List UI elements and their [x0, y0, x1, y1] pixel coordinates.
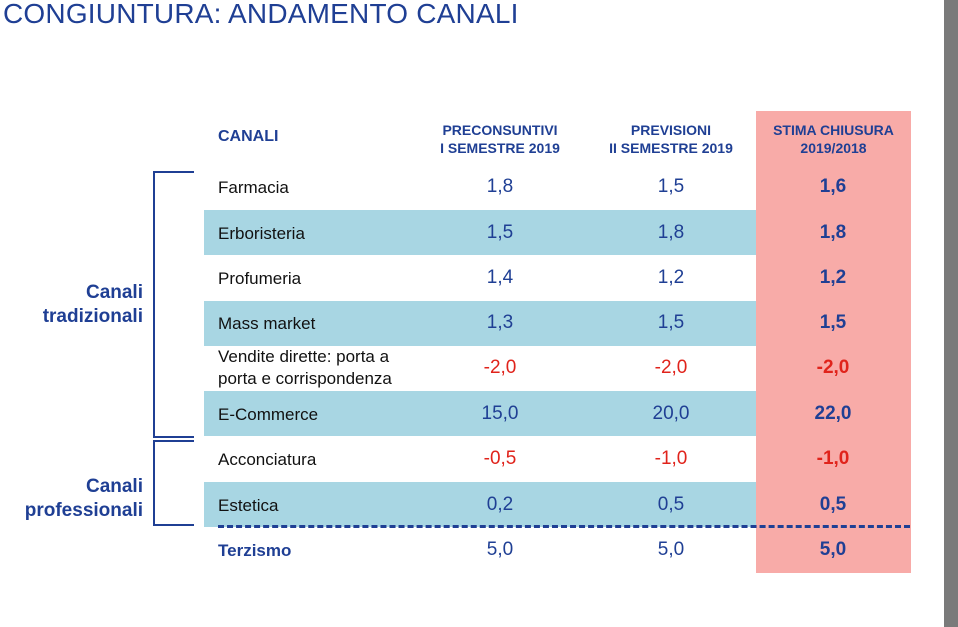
value-stima: 1,8	[819, 222, 847, 243]
row-label: Estetica	[218, 496, 279, 515]
value-stima: 1,2	[819, 267, 847, 288]
group-label-tradizionali: Canali tradizionali	[42, 282, 143, 327]
window-edge-bar	[944, 0, 958, 627]
value-previsioni: -1,0	[654, 448, 688, 469]
row-label: Mass market	[218, 314, 316, 333]
row-label: Profumeria	[218, 269, 302, 288]
row-label: E-Commerce	[218, 405, 319, 424]
header-preconsuntivi: PRECONSUNTIVI I SEMESTRE 2019	[440, 122, 560, 156]
value-previsioni: 20,0	[652, 403, 690, 424]
header-previsioni: PREVISIONI II SEMESTRE 2019	[609, 122, 733, 156]
row-band	[204, 482, 756, 527]
row-band	[204, 301, 756, 346]
value-preconsuntivi: 1,5	[486, 222, 514, 243]
group-label-professionali: Canali professionali	[24, 476, 143, 521]
value-preconsuntivi: 1,4	[486, 267, 514, 288]
value-preconsuntivi: 0,2	[486, 494, 514, 515]
header-stima: STIMA CHIUSURA 2019/2018	[773, 122, 894, 156]
value-preconsuntivi: -0,5	[483, 448, 517, 469]
value-stima: 0,5	[819, 494, 847, 515]
value-stima: 22,0	[814, 403, 852, 424]
row-label: Acconciatura	[218, 450, 317, 469]
value-preconsuntivi: 1,3	[486, 312, 514, 333]
value-stima: -2,0	[816, 357, 850, 378]
value-preconsuntivi: -2,0	[483, 357, 517, 378]
row-label: Erboristeria	[218, 224, 305, 243]
stima-column-highlight	[756, 111, 911, 573]
row-band	[204, 210, 756, 255]
value-preconsuntivi: 5,0	[486, 539, 514, 560]
value-previsioni: 1,2	[657, 267, 685, 288]
value-previsioni: 1,5	[657, 176, 685, 197]
value-preconsuntivi: 1,8	[486, 176, 514, 197]
value-preconsuntivi: 15,0	[481, 403, 519, 424]
row-band	[204, 391, 756, 436]
page-title: CONGIUNTURA: ANDAMENTO CANALI	[3, 0, 519, 29]
row-label: Terzismo	[218, 541, 292, 560]
dashed-separator	[218, 525, 910, 528]
row-label: Farmacia	[218, 178, 289, 197]
value-stima: -1,0	[816, 448, 850, 469]
value-previsioni: -2,0	[654, 357, 688, 378]
value-previsioni: 0,5	[657, 494, 685, 515]
row-label: Vendite dirette: porta a porta e corrisp…	[218, 347, 392, 388]
value-stima: 1,5	[819, 312, 847, 333]
value-previsioni: 1,8	[657, 222, 685, 243]
value-stima: 5,0	[819, 539, 847, 560]
value-previsioni: 5,0	[657, 539, 685, 560]
value-stima: 1,6	[819, 176, 847, 197]
header-canali: CANALI	[218, 128, 279, 145]
value-previsioni: 1,5	[657, 312, 685, 333]
